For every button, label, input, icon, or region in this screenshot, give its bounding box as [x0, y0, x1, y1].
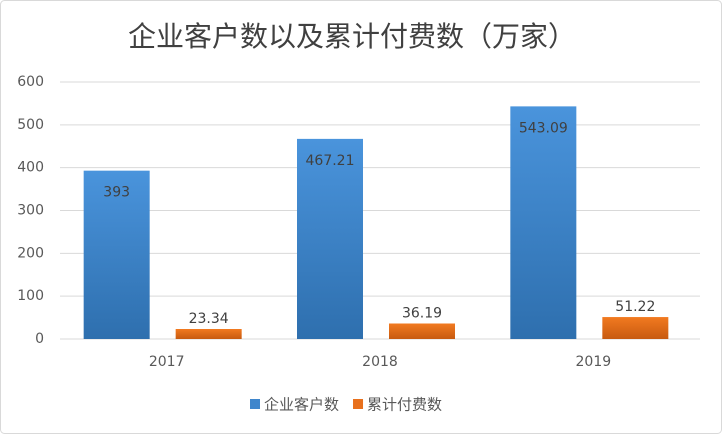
y-tick-label: 100	[17, 288, 44, 304]
y-tick-label: 300	[17, 203, 44, 219]
legend-swatch	[353, 399, 364, 409]
legend-label: 累计付费数	[367, 396, 442, 414]
y-tick-label: 0	[35, 331, 44, 347]
x-tick-label: 2017	[149, 354, 185, 370]
data-label: 51.22	[615, 299, 655, 315]
bar	[175, 329, 242, 339]
chart-title: 企业客户数以及累计付费数（万家）	[128, 20, 576, 53]
y-tick-label: 200	[17, 245, 44, 261]
bar	[602, 317, 669, 339]
bar	[389, 323, 455, 339]
y-tick-label: 600	[17, 74, 44, 90]
x-tick-label: 2018	[362, 354, 398, 370]
data-label: 543.09	[519, 120, 568, 136]
x-tick-label: 2019	[576, 354, 612, 370]
bar	[297, 138, 363, 339]
data-label: 36.19	[402, 305, 442, 321]
data-label: 467.21	[306, 153, 355, 169]
y-tick-label: 400	[17, 160, 44, 176]
data-label: 393	[103, 185, 130, 201]
bar	[83, 170, 150, 339]
y-tick-label: 500	[17, 117, 44, 133]
data-label: 23.34	[189, 311, 229, 327]
legend-swatch	[250, 399, 260, 409]
bar	[510, 106, 577, 339]
legend-label: 企业客户数	[264, 396, 339, 414]
